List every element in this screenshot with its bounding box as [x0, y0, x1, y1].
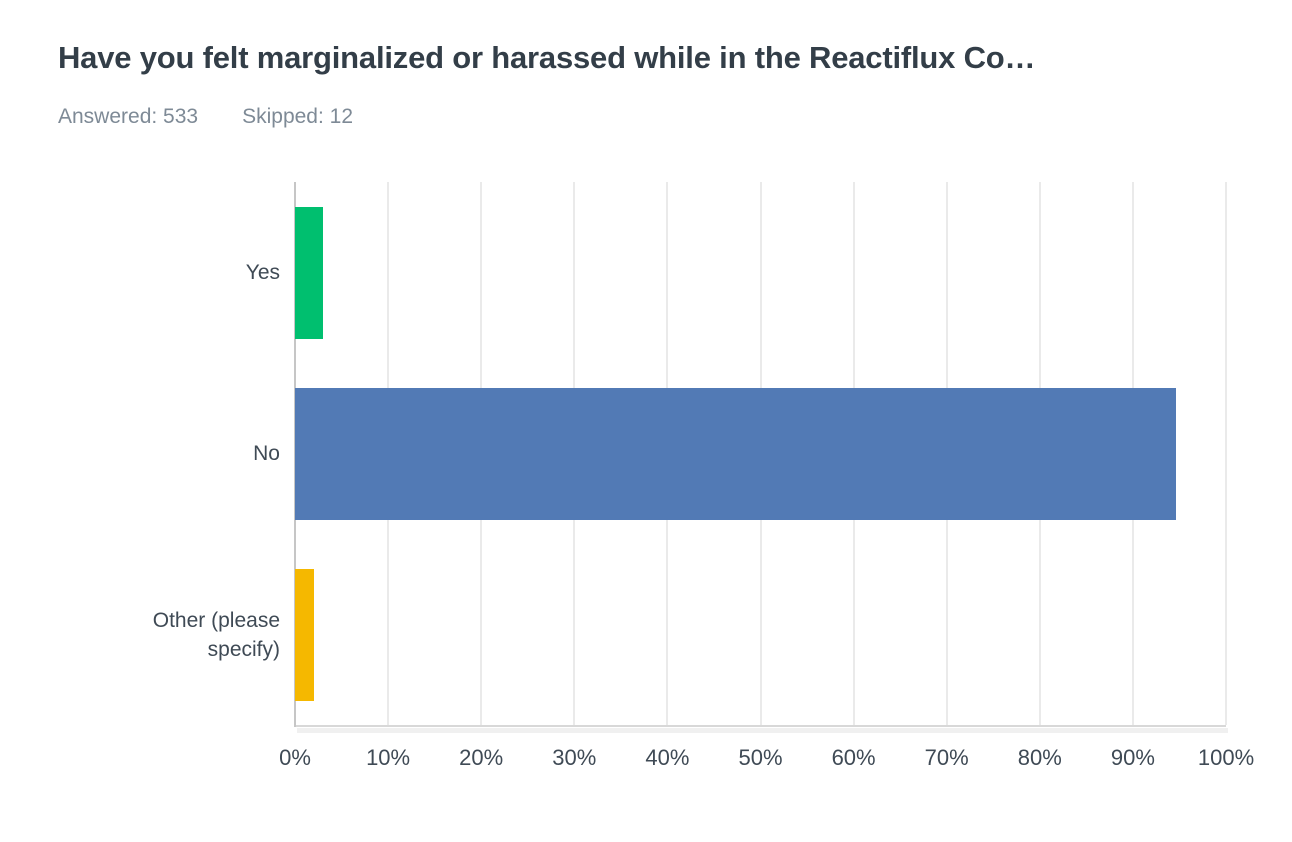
chart-plot-area [294, 182, 1228, 733]
bar-row [295, 182, 1226, 363]
x-axis-tick-label: 20% [459, 745, 504, 770]
x-axis-tick-label: 80% [1017, 745, 1062, 770]
category-label: Yes [245, 261, 280, 284]
x-axis-tick-labels: 0% 10% 20% 30% 40% 50% 60% 70% 80% 90% 100% [279, 745, 1254, 777]
category-label: Other (please specify) [152, 608, 280, 661]
question-title: Have you felt marginalized or harassed w… [58, 40, 1036, 75]
bar-other-please-specify[interactable] [295, 568, 314, 701]
bar-no[interactable] [295, 387, 1176, 520]
category-label: No [253, 442, 280, 465]
x-axis-tick-label: 70% [924, 745, 969, 770]
response-stats: Answered: 533 Skipped: 12 [58, 105, 353, 129]
category-axis-labels: Yes No Other (please specify) [110, 182, 280, 725]
x-axis-tick-label: 10% [366, 745, 411, 770]
bar-row [295, 363, 1226, 544]
bar-rows [295, 182, 1226, 725]
x-axis-tick-label: 30% [552, 745, 597, 770]
x-axis-tick-label: 50% [738, 745, 783, 770]
x-axis-tick-label: 0% [279, 745, 311, 770]
skipped-count: Skipped: 12 [242, 105, 354, 128]
x-axis-tick-label: 60% [831, 745, 876, 770]
x-axis-tick-label: 100% [1197, 745, 1255, 770]
x-axis-tick-label: 90% [1110, 745, 1155, 770]
x-axis-tick-label: 40% [645, 745, 690, 770]
bar-yes[interactable] [295, 206, 323, 339]
answered-count: Answered: 533 [58, 105, 199, 128]
bar-row [295, 544, 1226, 725]
vertical-gridline [1225, 182, 1227, 725]
